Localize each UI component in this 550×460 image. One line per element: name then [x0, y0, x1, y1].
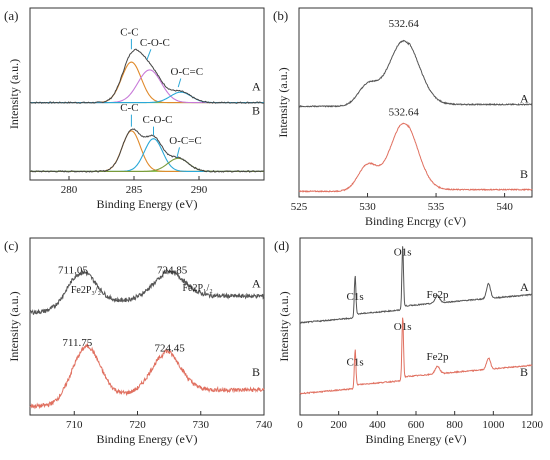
x-tick-label: 1000: [482, 419, 505, 431]
panel-c: 710 720 730 740 Binding Energy (eV) Intensity…: [4, 237, 273, 446]
panel-label: (b): [273, 8, 288, 23]
x-axis-label: Binding Energy (eV): [96, 432, 197, 446]
x-tick-label: 530: [359, 201, 376, 213]
envelope-B: [29, 128, 265, 173]
peak-label: C1s: [347, 356, 364, 368]
peak-label: C-O-C: [140, 37, 170, 49]
leader-line: [146, 49, 152, 60]
peak-label: O1s: [394, 247, 412, 259]
trace-label-A: A: [252, 277, 261, 291]
peak-label: Fe2P₃/₂: [71, 285, 101, 296]
x-tick-label: 1200: [521, 419, 544, 431]
component-O-C=C-A: [30, 91, 264, 104]
trace-label-B: B: [252, 365, 260, 379]
peak-label: 532.64: [389, 107, 420, 119]
x-tick-label: 535: [428, 201, 445, 213]
trace-label-A: A: [520, 92, 529, 106]
x-tick-label: 800: [446, 419, 463, 431]
series-line-A: [29, 268, 265, 316]
leader-line: [177, 78, 182, 88]
peak-label: C-C: [120, 27, 138, 39]
x-tick-label: 200: [330, 419, 347, 431]
leader-line: [176, 147, 180, 158]
x-tick-label: 600: [408, 419, 425, 431]
x-axis-label: Binding Energy (eV): [96, 197, 197, 211]
trace-label-B: B: [520, 167, 528, 181]
component-C-O-C-B: [30, 138, 264, 172]
series-line-B: [29, 342, 265, 410]
component-C-C-B: [30, 130, 264, 172]
trace-label-B: B: [252, 104, 260, 118]
x-tick-label: 740: [256, 419, 273, 431]
peak-label: O-C=C: [169, 135, 201, 147]
x-axis-label: Binding Encrgy (cV): [365, 214, 466, 228]
series-line-B: [299, 317, 533, 395]
x-tick-label: 280: [61, 184, 78, 196]
x-tick-label: 540: [496, 201, 513, 213]
envelope-A: [29, 48, 265, 104]
peak-label: Fe2p: [426, 351, 449, 363]
x-tick-label: 525: [291, 201, 308, 213]
component-C-C-A: [30, 61, 264, 104]
peak-label: 532.64: [389, 18, 420, 30]
peak-label: Fe2P₁/₂: [182, 283, 212, 294]
x-tick-label: 720: [129, 419, 146, 431]
panel-label: (d): [274, 238, 289, 253]
panel-label: (a): [4, 8, 18, 23]
peak-label: C1s: [347, 291, 364, 303]
peak-label: C-C: [120, 102, 138, 114]
component-O-C=C-B: [30, 157, 264, 172]
plot-frame: [29, 7, 265, 181]
plot-frame: [29, 237, 265, 416]
series-line-B: [298, 122, 533, 193]
x-axis-label: Binding Energy (eV): [365, 432, 466, 446]
panel-b: 525 530 535 540 Binding Encrgy (cV) Intensity…: [273, 7, 533, 228]
peak-label: 711.75: [62, 337, 92, 349]
x-tick-label: 730: [193, 419, 210, 431]
x-tick-label: 710: [66, 419, 83, 431]
x-tick-label: 285: [126, 184, 143, 196]
trace-label-A: A: [252, 80, 261, 94]
plot-frame: [298, 7, 533, 198]
plot-frame: [299, 237, 533, 416]
x-tick-label: 400: [369, 419, 386, 431]
series-line-A: [299, 246, 533, 324]
x-tick-label: 290: [191, 184, 208, 196]
x-tick-label: 0: [297, 419, 303, 431]
peak-label: C-O-C: [143, 114, 173, 126]
trace-label-B: B: [520, 365, 528, 379]
panel-label: (c): [4, 238, 18, 253]
series-line-A: [298, 39, 533, 108]
peak-label: 724.85: [157, 264, 188, 276]
peak-label: 724.45: [155, 342, 186, 354]
y-axis-label: Intensity (a.u.): [277, 291, 291, 361]
peak-label: 711.05: [58, 264, 88, 276]
trace-label-A: A: [520, 280, 529, 294]
peak-label: Fe2p: [426, 289, 449, 301]
peak-label: O1s: [394, 321, 412, 333]
panel-d: 0 200 400 600 800 1000 1200 Binding Energy (eV)…: [274, 237, 544, 446]
y-axis-label: Intensity (a.u.): [7, 59, 21, 129]
peak-label: O-C=C: [171, 66, 203, 78]
component-C-O-C-A: [30, 69, 264, 104]
y-axis-label: Intensity (a.u.): [7, 291, 21, 361]
y-axis-label: Intensity (a.u.): [276, 67, 290, 137]
